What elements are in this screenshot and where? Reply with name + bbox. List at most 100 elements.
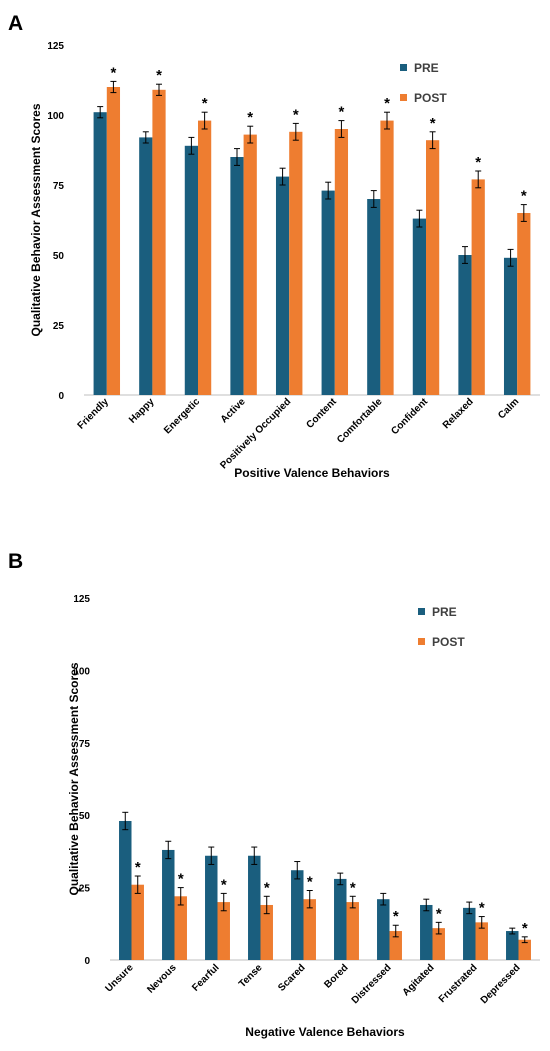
legend-label-pre: PRE: [432, 605, 457, 619]
bar-pre: [139, 137, 153, 395]
significance-star: *: [430, 115, 436, 132]
y-tick-label: 125: [73, 594, 90, 605]
y-tick-label: 50: [53, 251, 65, 262]
legend-swatch-post: [400, 94, 407, 101]
significance-star: *: [156, 67, 162, 84]
y-tick-label: 100: [73, 666, 90, 677]
category-label: Confident: [389, 396, 430, 437]
category-label: Agitated: [401, 962, 437, 998]
category-label: Distressed: [350, 962, 394, 1006]
y-tick-label: 75: [79, 739, 91, 750]
significance-star: *: [293, 106, 299, 123]
category-label: Unsure: [103, 962, 135, 994]
legend-swatch-pre: [418, 608, 425, 615]
category-label: Tense: [237, 962, 265, 990]
legend-label-pre: PRE: [414, 61, 439, 75]
bar-post: [389, 931, 402, 960]
significance-star: *: [522, 920, 528, 937]
bar-pre: [205, 855, 218, 960]
bar-post: [432, 928, 445, 960]
category-label: Content: [304, 396, 339, 431]
significance-star: *: [221, 876, 227, 893]
panel-letter-a: A: [8, 12, 23, 35]
y-tick-label: 25: [53, 321, 65, 332]
bar-pre: [291, 870, 304, 960]
bar-pre: [503, 257, 518, 395]
bar-pre: [463, 907, 476, 960]
y-tick-label: 100: [47, 111, 64, 122]
bar-post: [106, 87, 121, 395]
x-axis-title: Negative Valence Behaviors: [245, 1025, 405, 1039]
panel-a: A 0 25 50 75 100 125 * Friendly * Happy * Energetic…: [8, 12, 540, 480]
bar-post: [152, 89, 166, 396]
significance-star: *: [384, 95, 390, 112]
significance-star: *: [264, 879, 270, 896]
bar-pre: [248, 855, 261, 960]
y-tick-label: 0: [58, 391, 64, 402]
category-label: Fearful: [190, 962, 222, 994]
bar-pre: [93, 112, 107, 395]
category-label: Energetic: [162, 396, 202, 436]
category-label: Relaxed: [441, 396, 476, 431]
bar-pre: [119, 820, 132, 960]
bar-post: [426, 140, 440, 395]
bar-post: [518, 939, 531, 960]
significance-star: *: [135, 859, 141, 876]
significance-star: *: [338, 104, 344, 121]
significance-star: *: [436, 905, 442, 922]
legend-label-post: POST: [432, 635, 465, 649]
significance-star: *: [247, 109, 253, 126]
bar-post: [517, 213, 531, 395]
category-label: Comfortable: [335, 396, 385, 446]
significance-star: *: [479, 900, 485, 917]
category-label: Nevous: [145, 962, 179, 996]
bar-pre: [321, 190, 335, 395]
y-tick-label: 25: [79, 884, 91, 895]
category-label: Calm: [496, 396, 521, 421]
y-tick-label: 75: [53, 181, 65, 192]
bar-post: [131, 884, 144, 960]
category-label: Frustrated: [437, 962, 480, 1005]
bar-post: [260, 904, 273, 960]
bar-pre: [334, 878, 347, 960]
bar-post: [346, 902, 359, 960]
significance-star: *: [521, 188, 527, 205]
significance-star: *: [350, 879, 356, 896]
bar-pre: [367, 199, 381, 395]
panel-letter-b: B: [8, 550, 23, 573]
bar-pre: [275, 176, 290, 395]
bar-post: [243, 134, 257, 395]
category-label: Depressed: [479, 962, 523, 1006]
y-tick-label: 50: [79, 811, 91, 822]
y-axis-title: Qualitative Behavior Assessment Scores: [67, 662, 81, 895]
bar-pre: [230, 157, 244, 395]
bar-pre: [412, 218, 426, 395]
legend-swatch-pre: [400, 64, 407, 71]
y-tick-label: 125: [47, 41, 64, 52]
bar-pre: [162, 849, 175, 960]
bar-post: [303, 899, 316, 960]
y-axis-title: Qualitative Behavior Assessment Scores: [29, 103, 43, 336]
significance-star: *: [393, 908, 399, 925]
bar-post: [289, 131, 303, 396]
bar-post: [334, 129, 349, 395]
significance-star: *: [475, 154, 481, 171]
significance-star: *: [110, 64, 116, 81]
bar-pre: [506, 931, 519, 960]
significance-star: *: [307, 873, 313, 890]
category-label: Happy: [127, 396, 157, 426]
category-label: Active: [219, 396, 248, 425]
bar-pre: [458, 255, 472, 395]
bar-post: [174, 896, 187, 960]
category-label: Bored: [322, 962, 350, 990]
bar-post: [198, 120, 212, 395]
category-label: Friendly: [76, 396, 112, 432]
legend-label-post: POST: [414, 91, 447, 105]
bar-post: [217, 902, 230, 960]
significance-star: *: [202, 95, 208, 112]
bar-pre: [420, 904, 433, 960]
bar-post: [471, 179, 485, 395]
category-label: Scared: [276, 962, 307, 993]
bar-post: [380, 120, 394, 395]
